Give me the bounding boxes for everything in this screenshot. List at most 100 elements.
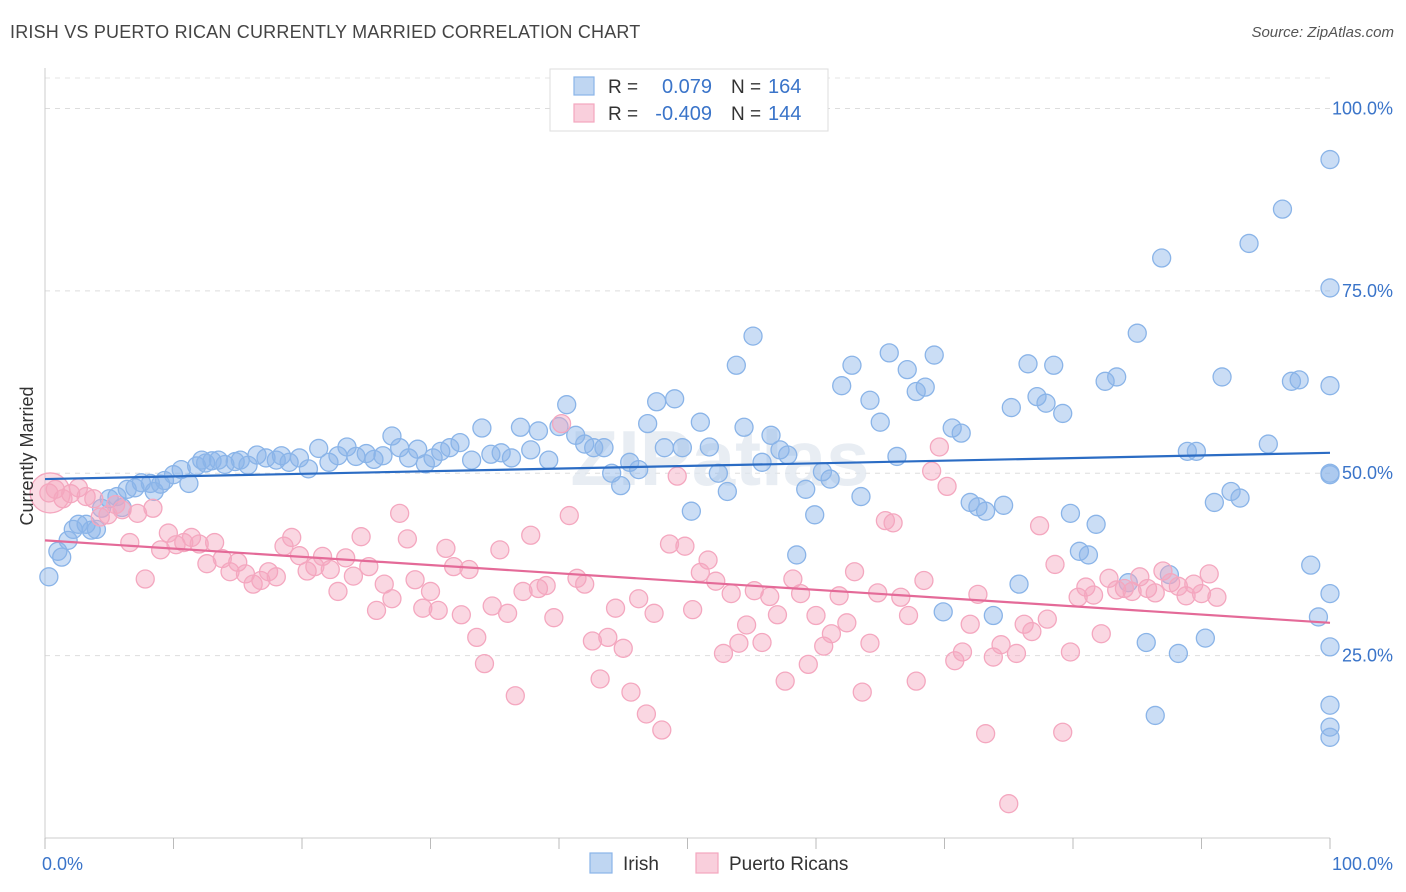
bottom-legend-label-irish: Irish xyxy=(623,854,659,875)
irish-point xyxy=(1036,393,1056,413)
irish-point xyxy=(1230,488,1250,508)
irish-point xyxy=(879,343,899,363)
puerto-rican-point xyxy=(706,571,726,591)
irish-point xyxy=(933,602,953,622)
irish-point xyxy=(356,443,376,464)
puerto-rican-point xyxy=(536,575,556,596)
irish-point xyxy=(1186,441,1207,462)
y-tick-labels: 25.0% 50.0% 75.0% 100.0% xyxy=(1332,98,1393,665)
puerto-rican-point xyxy=(667,466,687,486)
irish-point xyxy=(594,438,614,458)
bottom-legend-swatch-puerto-rican xyxy=(695,852,719,874)
puerto-rican-point xyxy=(459,559,479,580)
irish-point xyxy=(1078,545,1099,565)
legend-n-value: 144 xyxy=(768,103,801,125)
puerto-rican-point xyxy=(1060,642,1081,662)
irish-point xyxy=(942,418,962,438)
puerto-rican-point xyxy=(598,627,618,648)
bottom-legend-label-puerto-rican: Puerto Ricans xyxy=(729,854,848,875)
puerto-rican-point xyxy=(328,581,348,602)
legend-box xyxy=(549,68,829,132)
puerto-rican-point xyxy=(1130,567,1150,587)
puerto-rican-point xyxy=(521,525,541,545)
puerto-rican-point xyxy=(150,540,171,560)
puerto-rican-point xyxy=(551,413,572,434)
puerto-rican-point xyxy=(937,476,957,497)
irish-point xyxy=(179,473,199,494)
puerto-rican-point xyxy=(721,583,741,604)
puerto-rican-point xyxy=(436,538,456,559)
puerto-rican-point xyxy=(821,624,842,644)
puerto-rican-point xyxy=(1029,516,1050,536)
puerto-rican-point xyxy=(505,686,525,706)
irish-point xyxy=(665,389,685,409)
irish-point xyxy=(1320,637,1340,657)
puerto-rican-point xyxy=(106,494,126,515)
irish-point xyxy=(870,412,890,432)
puerto-rican-point xyxy=(775,671,795,691)
puerto-rican-point xyxy=(636,704,657,724)
puerto-rican-point xyxy=(1037,609,1057,629)
legend-r-value: -0.409 xyxy=(655,103,712,125)
puerto-rican-point xyxy=(736,615,757,635)
puerto-rican-point xyxy=(575,574,595,594)
puerto-rican-point xyxy=(1191,583,1212,604)
legend-n-label: N = xyxy=(731,77,761,98)
puerto-rican-point xyxy=(883,513,903,533)
irish-point xyxy=(629,459,649,480)
irish-point xyxy=(820,469,840,489)
irish-point xyxy=(1320,695,1340,715)
irish-point xyxy=(860,390,880,410)
y-axis-label: Currently Married xyxy=(17,386,37,525)
irish-point xyxy=(832,376,852,396)
irish-point xyxy=(726,355,746,375)
irish-point xyxy=(1107,367,1127,387)
irish-point xyxy=(309,438,329,459)
irish-point xyxy=(654,438,675,458)
puerto-rican-point xyxy=(1153,561,1173,581)
irish-point xyxy=(1127,323,1147,343)
irish-point xyxy=(1152,248,1172,268)
puerto-rican-point xyxy=(698,550,718,570)
irish-point xyxy=(699,437,719,457)
irish-point xyxy=(472,418,492,438)
puerto-rican-point xyxy=(390,503,410,524)
puerto-rican-point xyxy=(1022,621,1042,642)
puerto-rican-point xyxy=(420,581,441,602)
irish-point xyxy=(734,417,754,437)
puerto-rican-trend-line xyxy=(44,539,1331,624)
irish-point xyxy=(805,505,825,525)
irish-point xyxy=(1289,370,1309,390)
irish-point xyxy=(1060,503,1081,524)
puerto-rican-point xyxy=(860,633,880,653)
puerto-rican-point xyxy=(806,605,826,626)
puerto-rican-point xyxy=(127,503,148,524)
bottom-legend: Irish Puerto Ricans xyxy=(589,852,848,875)
puerto-rican-point xyxy=(1176,586,1196,606)
stats-legend: R = 0.079 N = 164 R = -0.409 N = 144 xyxy=(549,68,829,132)
puerto-rican-point xyxy=(613,638,633,658)
irish-point xyxy=(611,475,631,496)
irish-point xyxy=(761,425,781,445)
irish-point xyxy=(1044,355,1064,375)
puerto-rican-point xyxy=(320,559,340,580)
puerto-rican-point xyxy=(952,642,973,662)
irish-point xyxy=(752,452,772,472)
trend-lines xyxy=(44,451,1331,624)
irish-point xyxy=(906,381,926,402)
irish-point xyxy=(681,501,702,521)
puerto-rican-point xyxy=(767,605,788,625)
puerto-rican-point xyxy=(975,724,996,744)
puerto-rican-point xyxy=(906,671,926,691)
puerto-rican-point xyxy=(112,500,132,520)
puerto-rican-point xyxy=(922,461,942,481)
irish-point xyxy=(951,423,971,443)
puerto-rican-point xyxy=(266,567,286,587)
puerto-rican-point xyxy=(497,603,518,623)
puerto-rican-point xyxy=(428,600,448,621)
puerto-rican-point xyxy=(713,643,734,664)
irish-point xyxy=(1320,149,1340,170)
irish-point xyxy=(1320,583,1340,604)
irish-point xyxy=(915,377,935,397)
irish-point xyxy=(842,355,862,375)
